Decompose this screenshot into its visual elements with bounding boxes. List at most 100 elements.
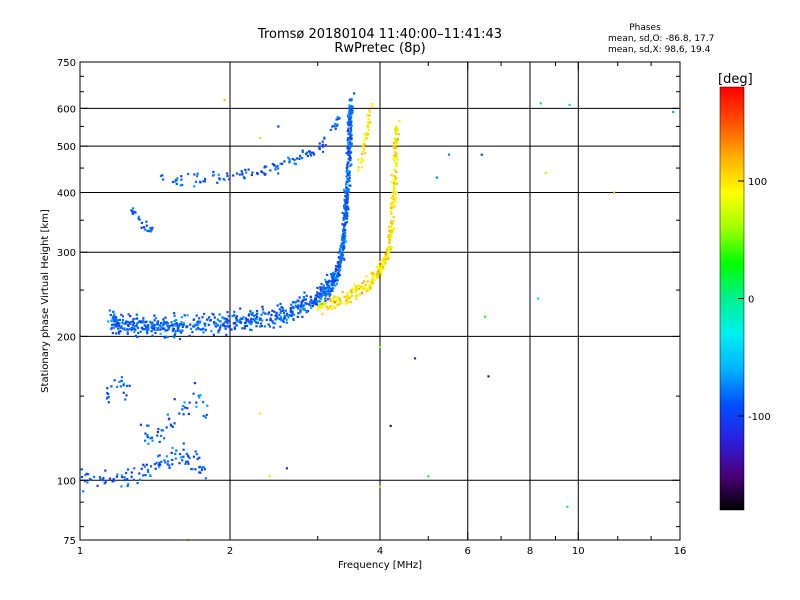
echo-point [255,325,258,328]
echo-point [168,417,171,420]
echo-point [347,190,351,193]
echo-point [359,284,362,287]
echo-point [321,140,324,143]
echo-point [307,303,310,306]
echo-point [337,117,340,121]
echo-point [291,311,294,315]
echo-point [157,427,160,431]
echo-point [173,319,176,322]
echo-point [113,313,116,316]
echo-point [156,430,159,434]
echo-point [299,311,302,314]
echo-point [326,295,329,298]
echo-point [139,321,143,324]
echo-point [113,379,116,382]
echo-point [344,210,347,213]
echo-point [82,490,85,493]
echo-point [180,178,183,181]
echo-point [340,237,344,240]
echo-point [347,113,350,116]
x-axis-label: Frequency [MHz] [338,560,422,571]
echo-point [225,318,228,321]
echo-point [396,129,399,132]
echo-point [347,127,350,130]
echo-point [349,124,352,127]
echo-point [371,105,374,108]
echo-point [342,229,345,232]
echo-point [147,326,150,329]
echo-point [366,280,369,283]
echo-point [297,304,300,307]
echo-point [191,468,194,471]
echo-point [388,230,391,233]
echo-point [158,324,161,327]
echo-point [223,325,226,328]
echo-point [323,293,326,296]
echo-point [159,463,162,466]
echo-point [274,322,277,325]
echo-point [360,160,363,164]
echo-point [228,326,231,329]
echo-point [318,292,322,295]
echo-point [331,125,334,128]
echo-point [151,325,154,328]
echo-point [195,324,198,327]
echo-point [395,170,398,173]
echo-point [256,321,259,325]
echo-point [350,138,353,141]
y-tick-label: 75 [63,536,76,547]
echo-point [349,140,352,143]
echo-point [228,178,231,181]
echo-point [286,312,289,315]
echo-point [171,425,174,428]
echo-point [280,306,283,309]
echo-point [119,330,122,333]
echo-point [123,479,126,482]
echo-point [382,267,385,270]
echo-point [201,316,204,319]
echo-point [212,333,215,336]
echo-point [349,145,352,148]
echo-point [256,315,259,319]
echo-point [180,316,183,319]
echo-point [150,330,153,333]
echo-point [367,133,370,136]
echo-point [336,279,339,282]
echo-point [151,439,154,442]
echo-point [115,325,118,328]
echo-point [125,471,128,475]
echo-point [296,315,299,318]
echo-point [212,170,215,173]
echo-point [201,466,204,469]
echo-point [161,174,164,177]
echo-point [566,505,569,508]
echo-point [281,162,284,165]
echo-point [348,108,351,111]
echo-point [231,315,234,318]
echo-point [218,320,221,323]
echo-point [347,133,350,136]
echo-point [237,320,240,323]
echo-point [233,326,236,329]
echo-point [325,281,328,284]
echo-point [343,236,346,239]
echo-point [126,478,129,481]
echo-point [136,482,139,485]
echo-point [389,202,392,205]
echo-point [363,143,367,146]
echo-point [261,319,264,322]
echo-point [290,313,293,316]
echo-point [360,159,363,162]
echo-point [235,315,239,318]
echo-point [199,181,202,184]
echo-point [204,329,207,332]
echo-point [127,328,130,331]
echo-point [183,401,186,404]
echo-point [300,306,303,309]
echo-point [181,183,184,186]
echo-point [168,466,171,469]
echo-point [392,220,395,223]
echo-point [329,273,333,276]
echo-point [274,165,277,169]
echo-point [345,214,348,217]
